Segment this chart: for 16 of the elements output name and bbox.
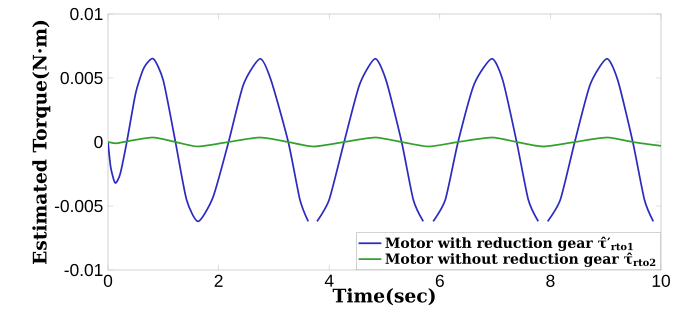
x-tick-label: 0	[104, 274, 112, 287]
y-tick-label: -0.01	[64, 264, 102, 276]
legend-label: Motor without reduction gear τ̂$_{rto2}$	[385, 252, 656, 267]
x-tick-label: 8	[546, 274, 554, 287]
x-tick-label: 10	[652, 274, 670, 287]
y-tick-label: -0.005	[54, 200, 103, 212]
x-tick-label: 4	[324, 274, 334, 287]
y-tick-label: 0.01	[70, 8, 102, 20]
x-axis-title: Time(sec)	[332, 288, 435, 306]
x-tick-label: 6	[436, 274, 444, 287]
y-tick-label: 0.005	[60, 72, 103, 84]
legend-label: Motor with reduction gear τ̂′$_{rto1}$	[385, 236, 633, 251]
y-axis-title: Estimated Torque(N·m)	[32, 20, 50, 264]
y-tick-label: 0	[94, 136, 103, 148]
x-tick-label: 2	[214, 274, 223, 287]
line-series	[108, 136, 662, 148]
